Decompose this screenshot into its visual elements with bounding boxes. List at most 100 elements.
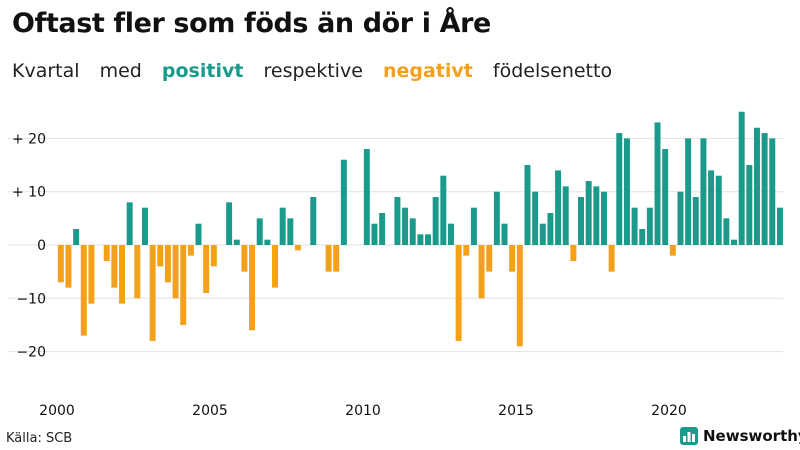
bar-2023-K3 xyxy=(776,207,783,245)
bar-2005-K1 xyxy=(210,245,217,267)
bar-2021-K4 xyxy=(723,218,730,245)
bars xyxy=(57,111,783,347)
bar-2019-K4 xyxy=(662,149,669,245)
bar-2011-K3 xyxy=(409,218,416,245)
bar-2003-K3 xyxy=(164,245,171,283)
bar-2012-K1 xyxy=(425,234,432,245)
bar-2021-K2 xyxy=(708,170,715,245)
bar-2006-K2 xyxy=(249,245,256,331)
bar-2015-K3 xyxy=(532,191,539,245)
x-tick-label: 2000 xyxy=(39,403,75,419)
bar-2022-K4 xyxy=(753,127,760,245)
bar-2014-K3 xyxy=(501,223,508,245)
bar-2003-K4 xyxy=(172,245,179,299)
bar-2018-K4 xyxy=(631,207,638,245)
bar-2018-K3 xyxy=(623,138,630,245)
bar-2021-K1 xyxy=(700,138,707,245)
bar-2000-K2 xyxy=(65,245,72,288)
bar-2015-K4 xyxy=(539,223,546,245)
bar-2013-K4 xyxy=(478,245,485,299)
bar-2011-K1 xyxy=(394,197,401,245)
bar-2013-K2 xyxy=(463,245,470,256)
bar-2015-K2 xyxy=(524,165,531,245)
bar-2017-K3 xyxy=(593,186,600,245)
brand-logo: Newsworthy xyxy=(680,427,800,445)
chart-subtitle: Kvartal med positivt respektive negativt… xyxy=(12,60,626,82)
bar-2014-K4 xyxy=(509,245,516,272)
bar-2017-K4 xyxy=(600,191,607,245)
bar-2016-K3 xyxy=(562,186,569,245)
x-axis-labels: 2000 2005 2010 2015 2020 xyxy=(39,403,687,419)
bar-2002-K1 xyxy=(119,245,126,304)
y-tick-label: + 10 xyxy=(12,185,46,201)
x-tick-label: 2010 xyxy=(345,403,381,419)
x-tick-label: 2015 xyxy=(498,403,534,419)
bar-2017-K2 xyxy=(585,181,592,245)
bar-2006-K1 xyxy=(241,245,248,272)
bar-2001-K1 xyxy=(88,245,95,304)
bar-2011-K4 xyxy=(417,234,424,245)
bar-2016-K4 xyxy=(570,245,577,261)
bar-2018-K1 xyxy=(608,245,615,272)
bar-2010-K3 xyxy=(379,213,386,245)
bar-2020-K1 xyxy=(669,245,676,256)
bar-2010-K2 xyxy=(371,223,378,245)
y-tick-label: + 20 xyxy=(12,131,46,147)
y-tick-label: 0 xyxy=(37,238,46,254)
bar-2014-K2 xyxy=(493,191,500,245)
bar-2006-K4 xyxy=(264,239,271,245)
bar-2001-K4 xyxy=(111,245,118,288)
source-note: Källa: SCB xyxy=(6,431,73,446)
y-tick-label: −10 xyxy=(16,291,46,307)
bar-2022-K2 xyxy=(738,111,745,245)
bar-2013-K3 xyxy=(470,207,477,245)
bar-2008-K2 xyxy=(310,197,317,245)
bar-2004-K4 xyxy=(203,245,210,293)
bar-2003-K2 xyxy=(157,245,164,267)
bar-2003-K1 xyxy=(149,245,156,341)
bar-2011-K2 xyxy=(402,207,409,245)
bar-2022-K3 xyxy=(746,165,753,245)
bar-2014-K1 xyxy=(486,245,493,272)
y-axis-labels: + 20 + 10 0 −10 −20 xyxy=(12,131,46,360)
bar-2002-K2 xyxy=(126,202,133,245)
bar-2018-K2 xyxy=(616,133,623,245)
bar-2016-K2 xyxy=(555,170,562,245)
chart-title: Oftast fler som föds än dör i Åre xyxy=(12,8,491,39)
bar-2007-K1 xyxy=(272,245,279,288)
subtitle-word-respectively: respektive xyxy=(263,60,363,82)
bar-2007-K4 xyxy=(294,245,301,251)
bar-2023-K1 xyxy=(761,133,768,245)
bar-2007-K2 xyxy=(279,207,286,245)
bar-2012-K2 xyxy=(432,197,439,245)
subtitle-word-birth-net: födelsenetto xyxy=(492,60,613,82)
bar-2012-K3 xyxy=(440,175,447,245)
bar-2009-K1 xyxy=(333,245,340,272)
x-tick-label: 2020 xyxy=(651,403,687,419)
bar-2004-K3 xyxy=(195,223,202,245)
bar-2005-K3 xyxy=(226,202,233,245)
bar-2022-K1 xyxy=(731,239,738,245)
bar-2009-K2 xyxy=(340,159,347,245)
bar-2005-K4 xyxy=(233,239,240,245)
bar-2021-K3 xyxy=(715,175,722,245)
bar-2010-K1 xyxy=(363,149,370,245)
bar-2012-K4 xyxy=(447,223,454,245)
bar-2020-K4 xyxy=(692,197,699,245)
bar-2000-K1 xyxy=(57,245,64,283)
bar-2019-K2 xyxy=(646,207,653,245)
x-tick-label: 2005 xyxy=(192,403,228,419)
y-tick-label: −20 xyxy=(16,345,46,361)
newsworthy-logo-icon xyxy=(680,427,698,445)
bar-2004-K2 xyxy=(187,245,194,256)
bar-2020-K2 xyxy=(677,191,684,245)
bar-2015-K1 xyxy=(516,245,523,347)
bar-2017-K1 xyxy=(578,197,585,245)
subtitle-legend-negative: negativt xyxy=(382,60,473,82)
bar-2008-K4 xyxy=(325,245,332,272)
bar-2002-K3 xyxy=(134,245,141,299)
bar-2000-K3 xyxy=(73,229,80,245)
bar-2006-K3 xyxy=(256,218,263,245)
bar-2007-K3 xyxy=(287,218,294,245)
